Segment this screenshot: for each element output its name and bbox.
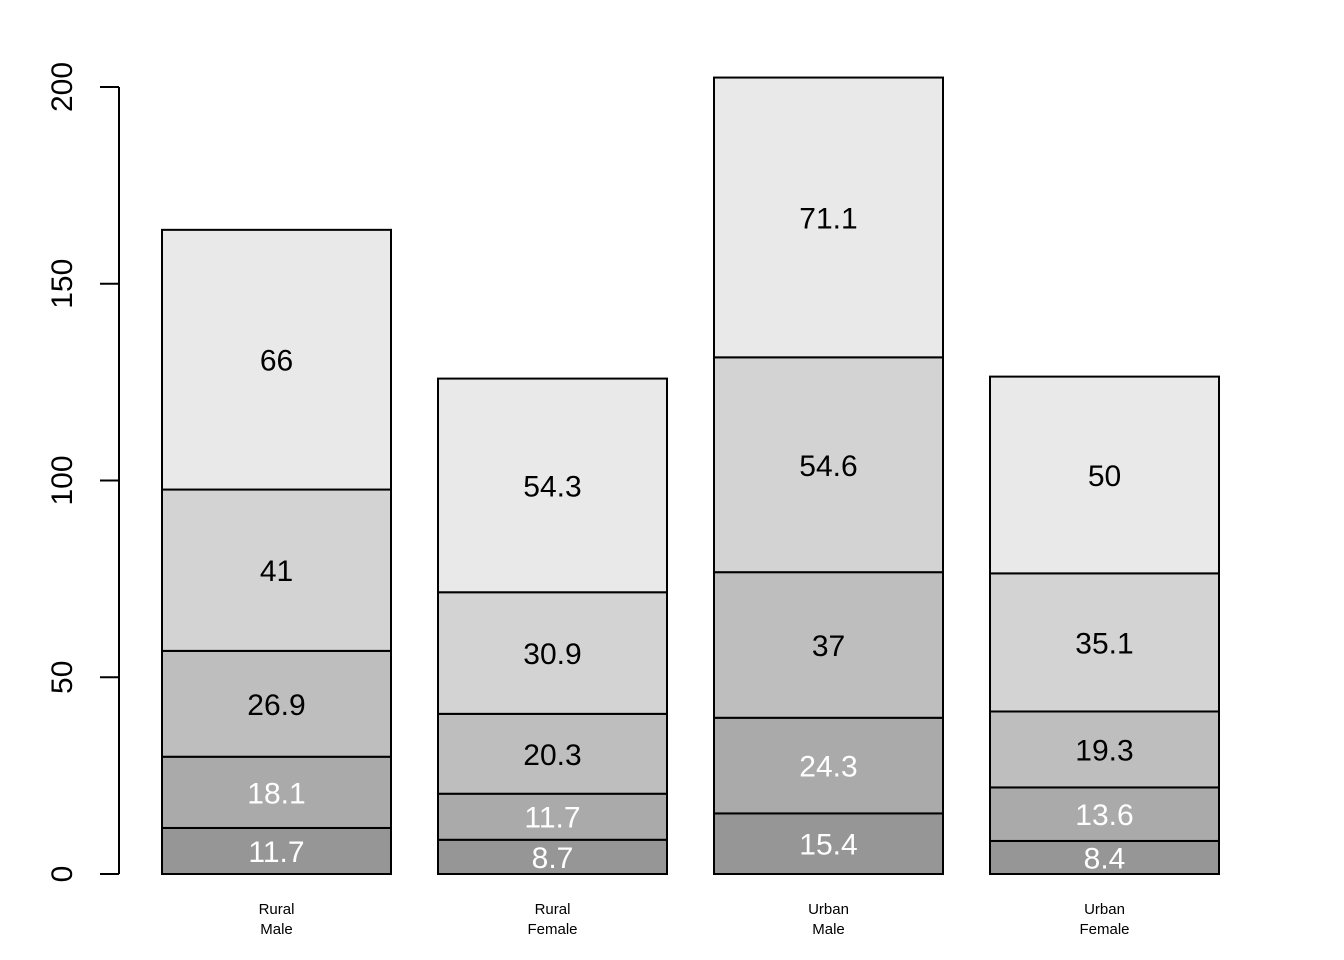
bar-segment: [713, 76, 944, 359]
x-category-label: Female: [1079, 921, 1129, 938]
segment-value-label: 35.1: [1075, 627, 1133, 660]
segment-value-label: 11.7: [524, 802, 580, 835]
bar-segment: [437, 712, 668, 795]
bar-segment: [713, 812, 944, 875]
bar-segment: [161, 649, 392, 758]
x-axis-labels: Rural Male Rural Female Urban Male Urban Female: [259, 901, 1130, 938]
bar-segment: [713, 356, 944, 574]
x-category-label: Urban: [1084, 901, 1125, 918]
segment-value-label: 8.4: [1084, 842, 1126, 875]
bar-segment: [989, 839, 1220, 875]
x-category-label: Rural: [259, 901, 295, 918]
bar-segment: [989, 375, 1220, 575]
segment-value-label: 71.1: [799, 202, 857, 235]
segment-value-label: 50: [1088, 460, 1121, 493]
bar-segment: [437, 838, 668, 876]
segment-value-label: 66: [260, 345, 293, 378]
segment-value-label: 20.3: [523, 739, 581, 772]
bar-segment: [713, 716, 944, 815]
segment-value-label: 30.9: [523, 638, 581, 671]
y-tick-label: 0: [46, 866, 79, 883]
segment-value-label: 26.9: [247, 689, 305, 722]
y-tick-label: 150: [46, 259, 79, 309]
segment-value-label: 11.7: [248, 836, 304, 869]
bar-segment: [437, 377, 668, 594]
x-category-label: Male: [260, 921, 293, 938]
y-axis: 0 50 100 150 200: [46, 62, 120, 883]
bar-segment: [713, 571, 944, 719]
bar-segment: [437, 591, 668, 715]
segment-value-label: 54.6: [799, 450, 857, 483]
segment-value-label: 37: [812, 630, 845, 663]
segment-value-label: 41: [260, 555, 293, 588]
segment-value-label: 13.6: [1075, 799, 1133, 832]
y-tick-label: 100: [46, 455, 79, 505]
segment-value-label: 18.1: [247, 777, 305, 810]
segment-value-label: 19.3: [1075, 734, 1133, 767]
bar-segment: [989, 572, 1220, 713]
bar-segment: [161, 755, 392, 829]
segment-value-label: 54.3: [523, 470, 581, 503]
segment-value-label: 24.3: [799, 751, 857, 784]
y-tick-label: 50: [46, 661, 79, 694]
y-tick-label: 200: [46, 62, 79, 112]
segment-value-label: 8.7: [532, 842, 574, 875]
bars: 11.7 18.1 26.9 41 66 8.7 11.7 20.3 30.9 54.3 15.4 2…: [161, 76, 1220, 876]
bar-segment: [437, 792, 668, 841]
x-category-label: Rural: [535, 901, 571, 918]
x-category-label: Female: [527, 921, 577, 938]
x-category-label: Male: [812, 921, 845, 938]
bar-segment: [161, 228, 392, 491]
bar-segment: [161, 826, 392, 876]
x-category-label: Urban: [808, 901, 849, 918]
segment-value-label: 15.4: [799, 829, 857, 862]
